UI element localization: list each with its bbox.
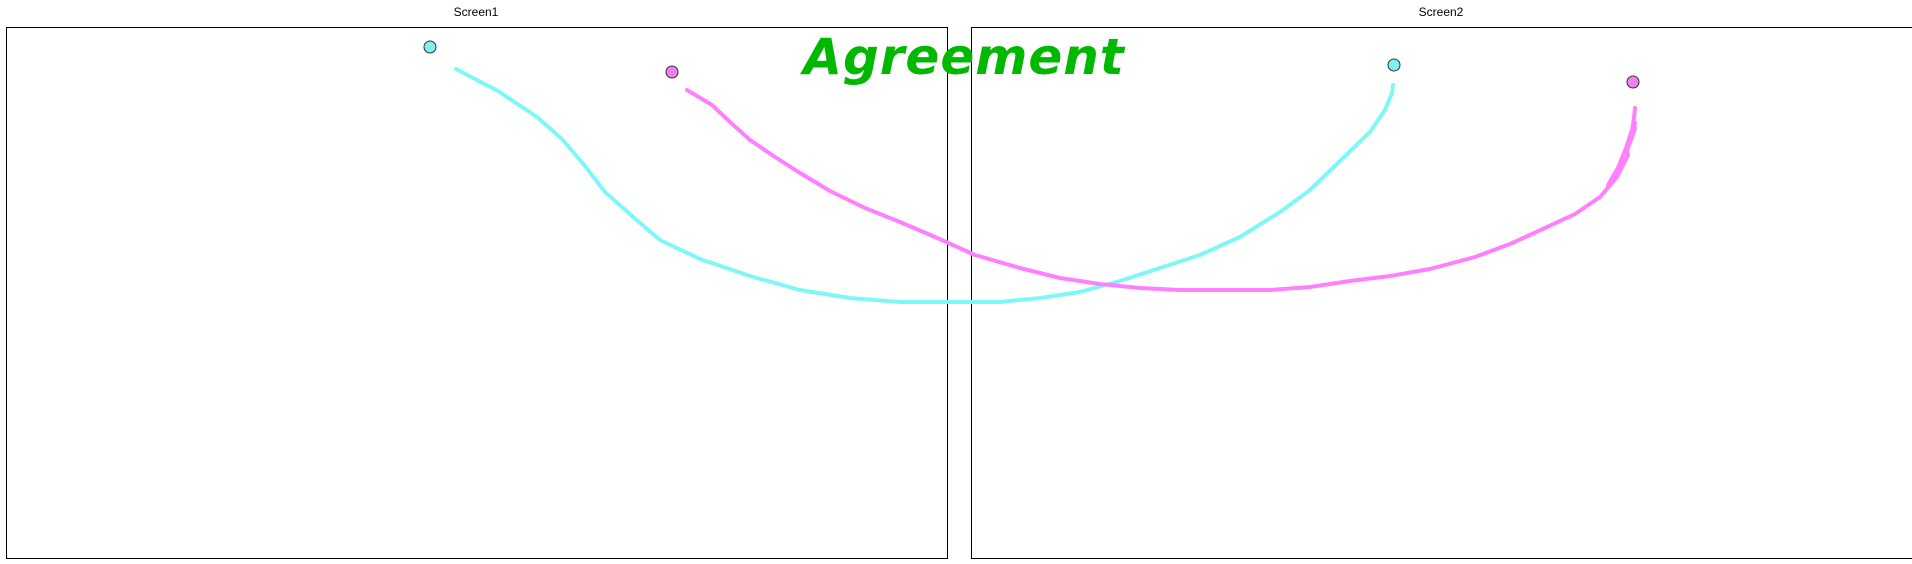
screen2-label: Screen2 bbox=[1418, 5, 1464, 19]
screen1-label: Screen1 bbox=[453, 5, 499, 19]
screen2-panel bbox=[971, 27, 1912, 559]
screen1-panel bbox=[6, 27, 948, 559]
agreement-label: Agreement bbox=[803, 28, 1125, 86]
